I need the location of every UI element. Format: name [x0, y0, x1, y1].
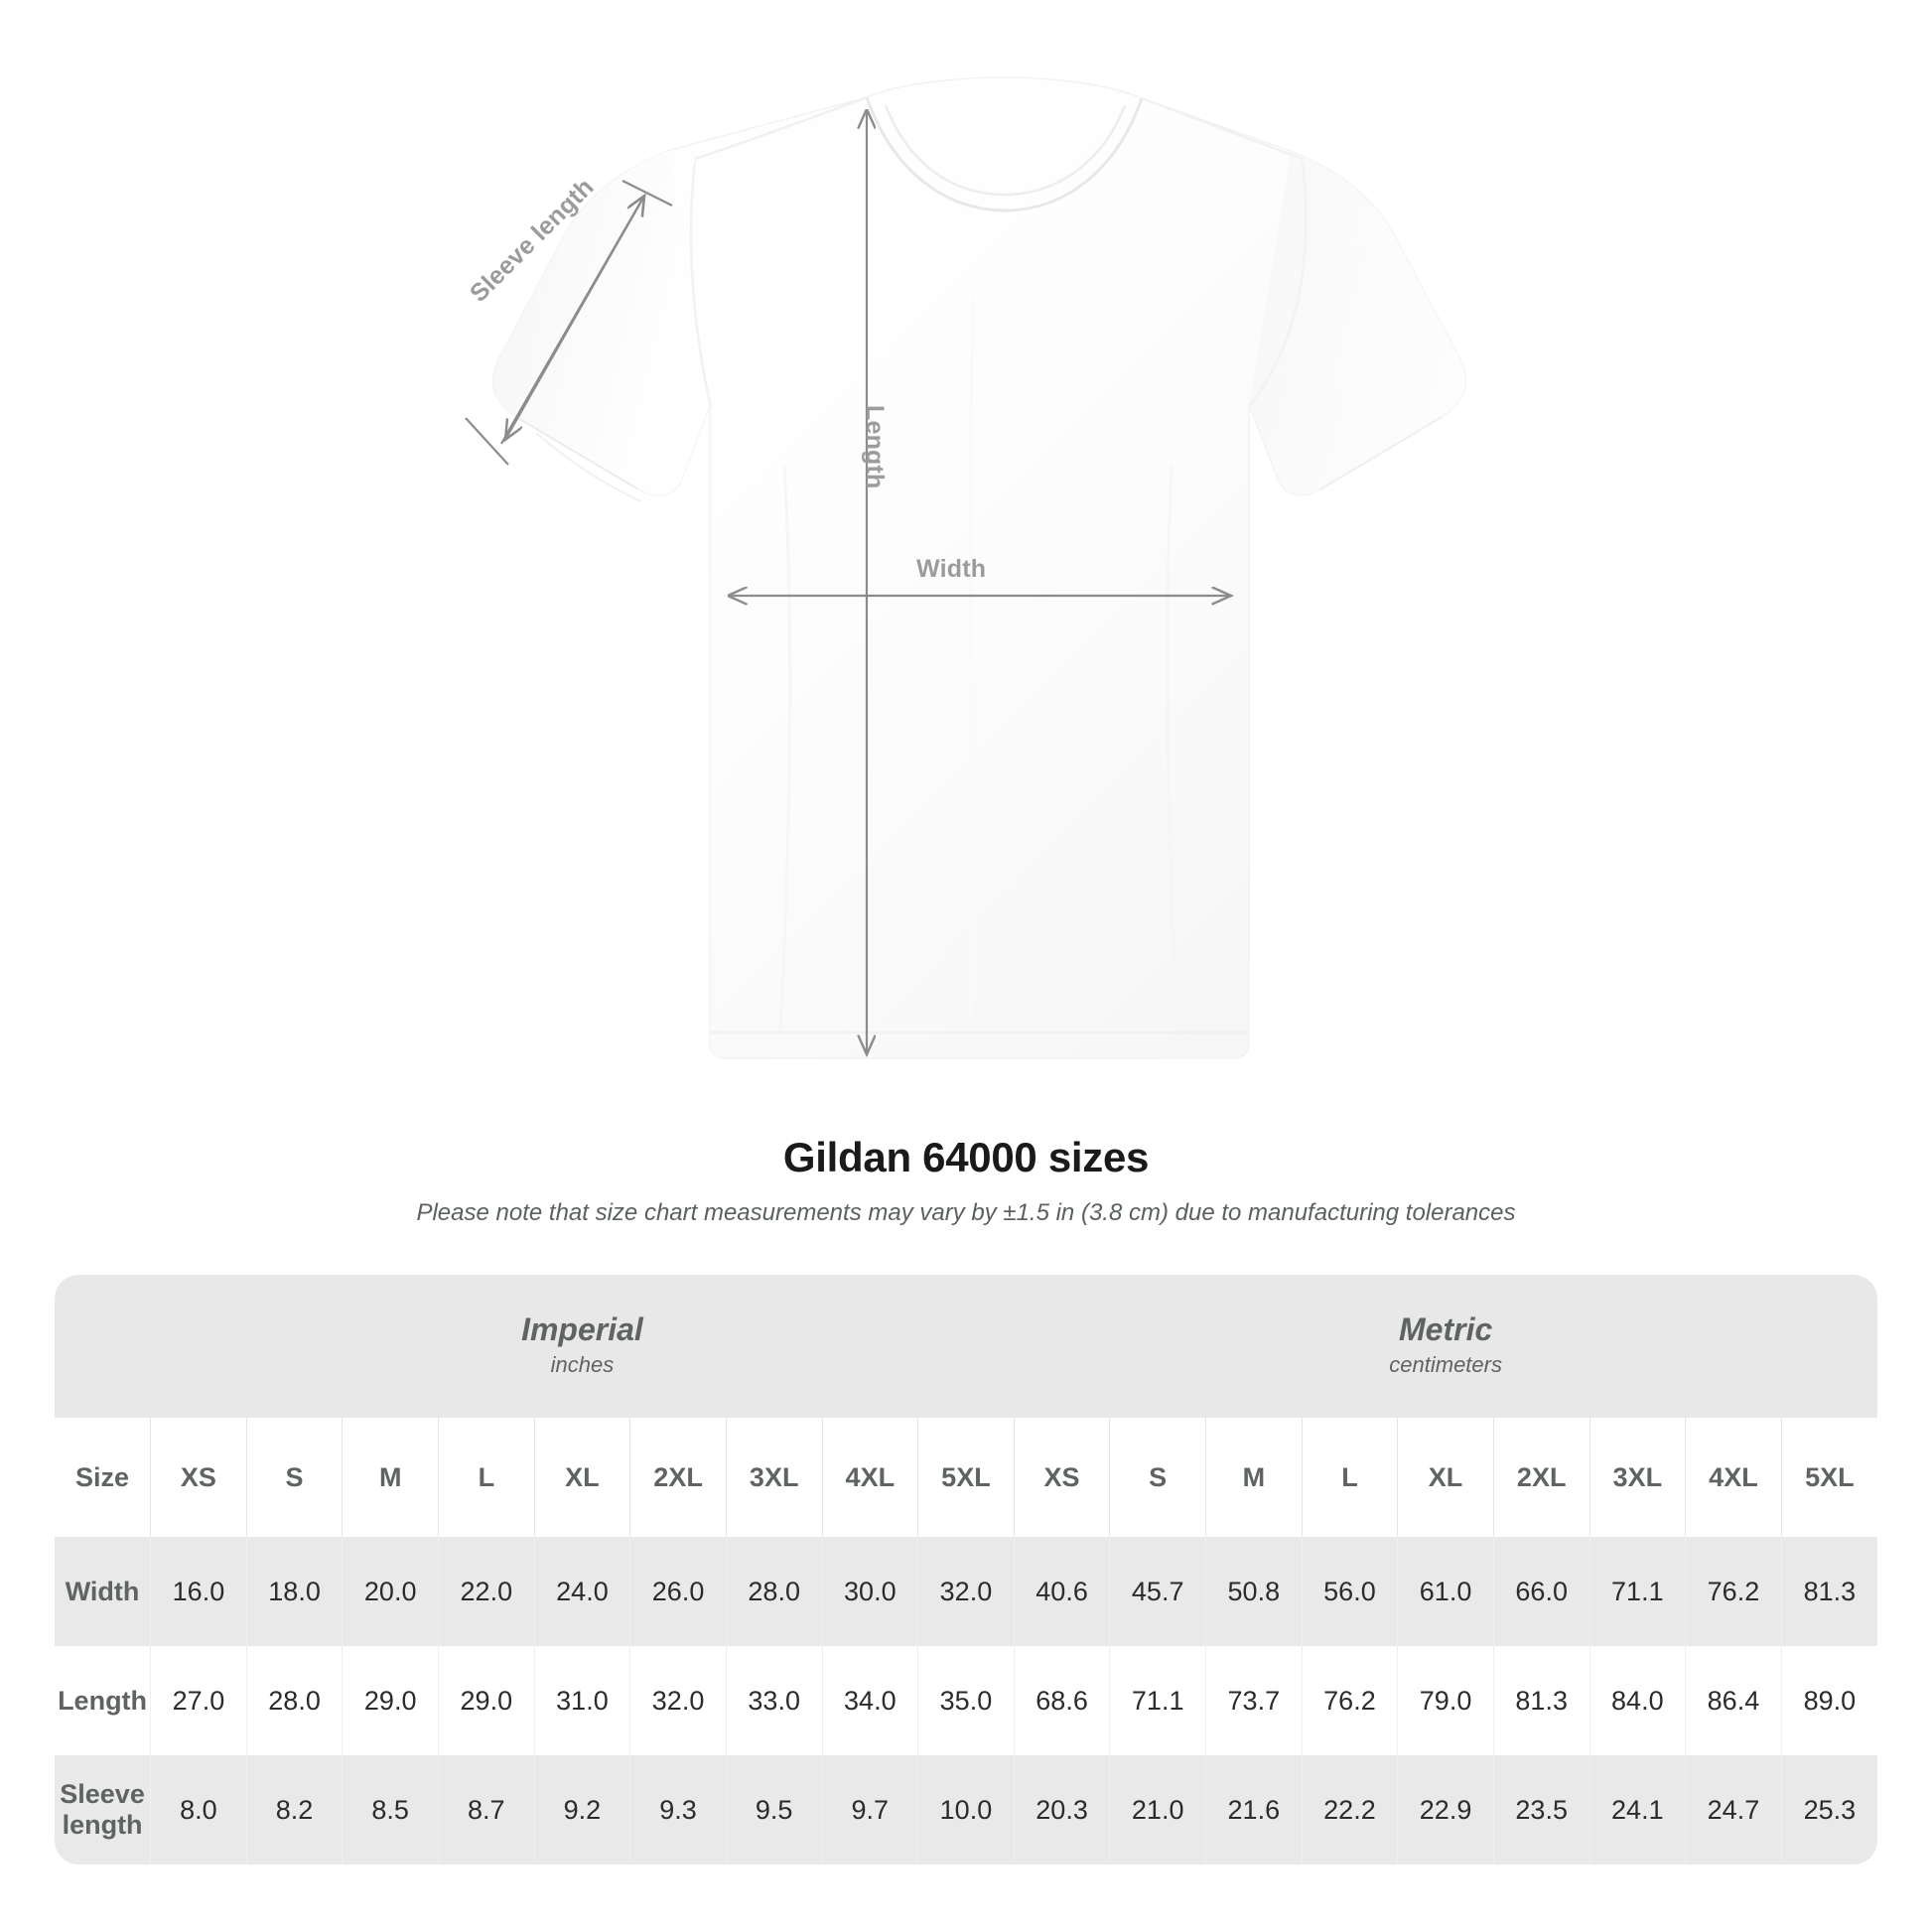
table-cell: 45.7 [1109, 1537, 1206, 1646]
size-header-cell: XL [1397, 1418, 1494, 1537]
table-cell: 29.0 [342, 1646, 439, 1755]
table-cell: 34.0 [821, 1646, 918, 1755]
unit-group-metric: Metric centimeters [1014, 1275, 1877, 1418]
unit-row-spacer [55, 1275, 151, 1418]
table-row: Width 16.0 18.0 20.0 22.0 24.0 26.0 28.0… [55, 1537, 1877, 1646]
table-cell: 40.6 [1013, 1537, 1110, 1646]
table-cell: 32.0 [917, 1537, 1015, 1646]
table-cell: 30.0 [821, 1537, 918, 1646]
table-cell: 79.0 [1397, 1646, 1494, 1755]
table-cell: 9.3 [629, 1755, 727, 1864]
table-cell: 8.2 [245, 1755, 343, 1864]
table-cell: 23.5 [1492, 1755, 1589, 1864]
table-cell: 84.0 [1588, 1646, 1686, 1755]
table-cell: 33.0 [725, 1646, 822, 1755]
page-title: Gildan 64000 sizes [782, 1134, 1150, 1180]
row-label-width: Width [55, 1537, 151, 1646]
table-cell: 68.6 [1013, 1646, 1110, 1755]
table-cell: 24.1 [1588, 1755, 1686, 1864]
size-header-cell: S [245, 1418, 343, 1537]
size-header-cell: XS [150, 1418, 247, 1537]
size-header-cell: 4XL [821, 1418, 918, 1537]
unit-group-metric-name: Metric [1399, 1311, 1493, 1348]
table-cell: 76.2 [1685, 1537, 1782, 1646]
table-cell: 27.0 [150, 1646, 247, 1755]
size-chart-table: Imperial inches Metric centimeters Size … [55, 1275, 1877, 1864]
table-cell: 10.0 [917, 1755, 1015, 1864]
tshirt-illustration [465, 76, 1467, 1059]
width-label: Width [916, 555, 987, 583]
table-cell: 61.0 [1397, 1537, 1494, 1646]
table-cell: 24.7 [1685, 1755, 1782, 1864]
table-cell: 66.0 [1492, 1537, 1589, 1646]
size-header-cell: XS [1013, 1418, 1110, 1537]
size-header-cell: M [1205, 1418, 1303, 1537]
table-cell: 22.2 [1301, 1755, 1398, 1864]
table-cell: 21.0 [1109, 1755, 1206, 1864]
unit-group-imperial-sub: inches [550, 1351, 615, 1377]
table-cell: 81.3 [1780, 1537, 1877, 1646]
table-cell: 8.7 [438, 1755, 535, 1864]
table-cell: 8.0 [150, 1755, 247, 1864]
table-cell: 29.0 [438, 1646, 535, 1755]
length-label: Length [861, 405, 889, 489]
table-cell: 9.5 [725, 1755, 822, 1864]
size-header-label: Size [55, 1418, 151, 1537]
size-header-row: Size XS S M L XL 2XL 3XL 4XL 5XL XS S M … [55, 1418, 1877, 1537]
size-header-cell: L [438, 1418, 535, 1537]
size-header-cell: L [1301, 1418, 1398, 1537]
size-header-cell: 2XL [1492, 1418, 1589, 1537]
size-header-cell: 3XL [1588, 1418, 1686, 1537]
table-cell: 31.0 [533, 1646, 630, 1755]
table-cell: 22.0 [438, 1537, 535, 1646]
size-header-cell: M [342, 1418, 439, 1537]
table-cell: 86.4 [1685, 1646, 1782, 1755]
unit-group-imperial-name: Imperial [521, 1311, 643, 1348]
table-row: Sleeve length 8.0 8.2 8.5 8.7 9.2 9.3 9.… [55, 1755, 1877, 1864]
shirt-body-shape [491, 76, 1467, 1059]
unit-group-metric-sub: centimeters [1389, 1351, 1502, 1377]
table-cell: 20.3 [1013, 1755, 1110, 1864]
table-cell: 21.6 [1205, 1755, 1303, 1864]
table-cell: 22.9 [1397, 1755, 1494, 1864]
tolerance-note: Please note that size chart measurements… [416, 1199, 1516, 1226]
unit-group-imperial: Imperial inches [150, 1275, 1015, 1418]
table-cell: 76.2 [1301, 1646, 1398, 1755]
unit-group-row: Imperial inches Metric centimeters [55, 1275, 1877, 1418]
table-cell: 26.0 [629, 1537, 727, 1646]
chart-heading: Gildan 64000 sizes Please note that size… [0, 1134, 1932, 1227]
table-cell: 24.0 [533, 1537, 630, 1646]
size-header-cell: S [1109, 1418, 1206, 1537]
size-header-cell: 3XL [725, 1418, 822, 1537]
table-cell: 28.0 [245, 1646, 343, 1755]
row-label-sleeve-length: Sleeve length [55, 1755, 151, 1864]
sleeve-length-dimension-arrow [465, 180, 673, 466]
table-cell: 9.7 [821, 1755, 918, 1864]
size-header-cell: 2XL [629, 1418, 727, 1537]
table-cell: 16.0 [150, 1537, 247, 1646]
tshirt-measurement-diagram: Sleeve length Length Width [465, 76, 1467, 1059]
table-cell: 20.0 [342, 1537, 439, 1646]
table-cell: 71.1 [1588, 1537, 1686, 1646]
size-header-cell: 5XL [917, 1418, 1015, 1537]
table-cell: 28.0 [725, 1537, 822, 1646]
size-header-cell: XL [533, 1418, 630, 1537]
table-cell: 35.0 [917, 1646, 1015, 1755]
size-header-cell: 5XL [1780, 1418, 1877, 1537]
table-cell: 73.7 [1205, 1646, 1303, 1755]
table-cell: 50.8 [1205, 1537, 1303, 1646]
table-cell: 18.0 [245, 1537, 343, 1646]
table-cell: 25.3 [1780, 1755, 1877, 1864]
table-cell: 32.0 [629, 1646, 727, 1755]
table-cell: 71.1 [1109, 1646, 1206, 1755]
size-header-cell: 4XL [1685, 1418, 1782, 1537]
table-row: Length 27.0 28.0 29.0 29.0 31.0 32.0 33.… [55, 1646, 1877, 1755]
table-cell: 81.3 [1492, 1646, 1589, 1755]
table-cell: 9.2 [533, 1755, 630, 1864]
table-cell: 89.0 [1780, 1646, 1877, 1755]
size-chart-table-wrapper: Imperial inches Metric centimeters Size … [55, 1275, 1877, 1864]
row-label-length: Length [55, 1646, 151, 1755]
table-cell: 8.5 [342, 1755, 439, 1864]
table-cell: 56.0 [1301, 1537, 1398, 1646]
